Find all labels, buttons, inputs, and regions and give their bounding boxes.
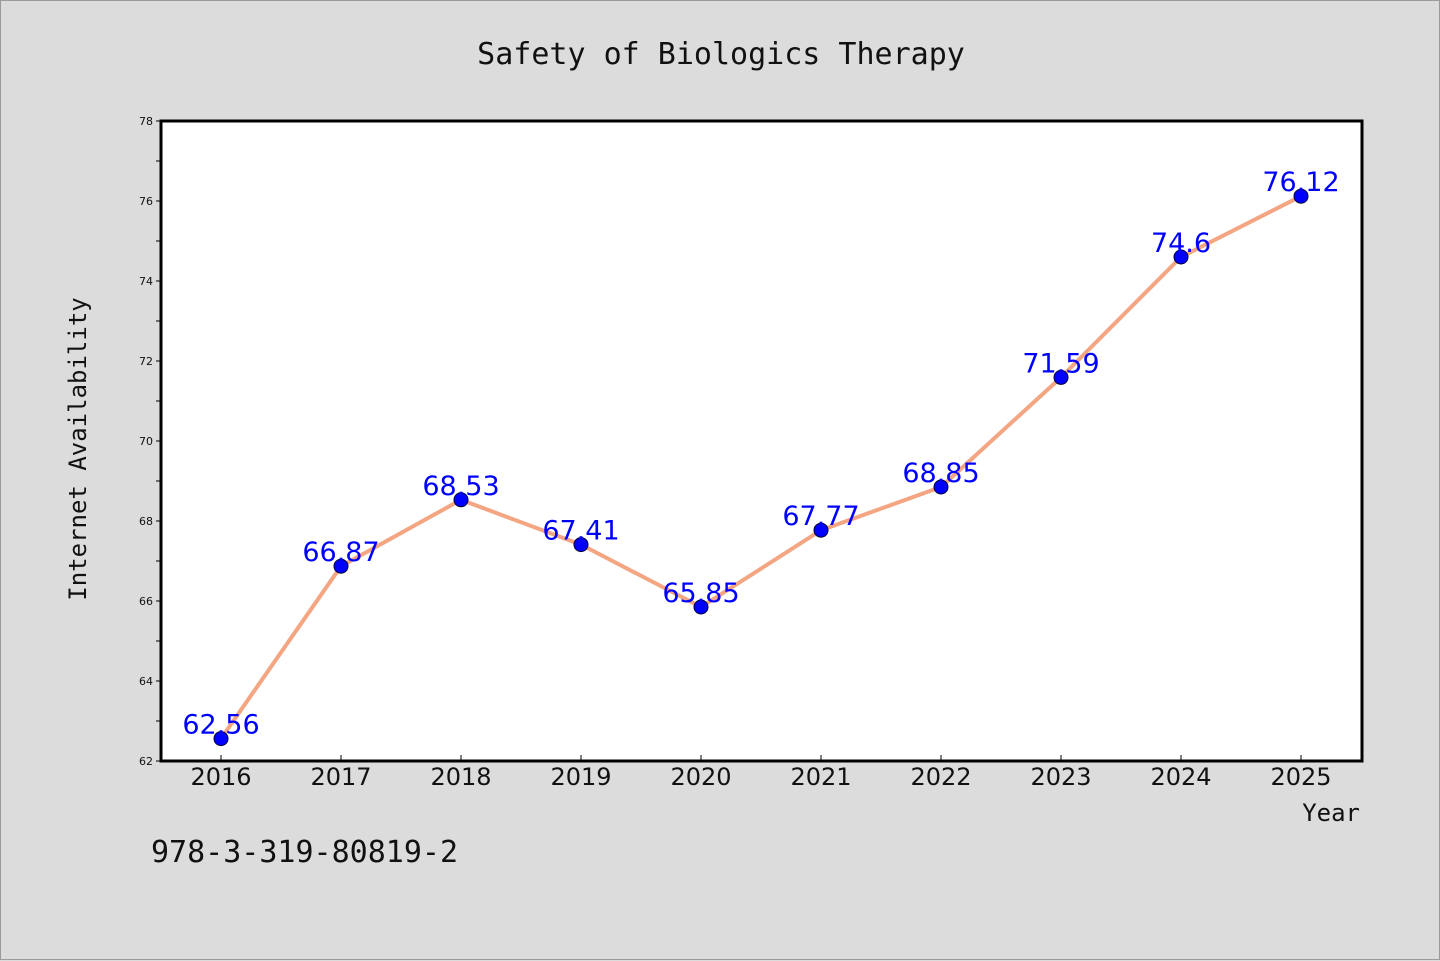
data-point bbox=[573, 537, 589, 553]
data-point bbox=[213, 731, 229, 747]
data-label: 71.59 bbox=[1022, 348, 1099, 379]
x-tick-label: 2016 bbox=[190, 763, 251, 791]
x-axis-ticks: 2016 2017 2018 2019 2020 2021 2022 2023 2024 2025 bbox=[190, 755, 1332, 791]
footer-code: 978-3-319-80819-2 bbox=[151, 835, 459, 870]
data-point bbox=[333, 558, 349, 574]
x-axis-title: Year bbox=[1302, 799, 1360, 827]
data-label: 74.6 bbox=[1151, 228, 1211, 259]
data-point bbox=[813, 522, 829, 538]
data-label: 68.53 bbox=[422, 471, 499, 502]
chart-title: Safety of Biologics Therapy bbox=[477, 37, 965, 72]
y-tick-label: 64 bbox=[139, 675, 153, 688]
data-label: 62.56 bbox=[182, 710, 259, 741]
data-label: 76.12 bbox=[1262, 167, 1339, 198]
data-point bbox=[453, 492, 469, 508]
y-tick-label: 72 bbox=[139, 355, 153, 368]
y-tick-label: 74 bbox=[139, 275, 153, 288]
y-tick-label: 76 bbox=[139, 195, 153, 208]
data-point bbox=[1293, 188, 1309, 204]
y-tick-label: 62 bbox=[139, 755, 153, 768]
x-tick-label: 2023 bbox=[1030, 763, 1091, 791]
data-labels-group: 62.56 66.87 68.53 67.41 65.85 67.77 68.85 71.59… bbox=[182, 167, 1339, 740]
x-tick-label: 2021 bbox=[790, 763, 851, 791]
data-label: 67.41 bbox=[542, 516, 619, 547]
y-tick-label: 78 bbox=[139, 115, 153, 128]
data-point bbox=[1053, 369, 1069, 385]
y-tick-label: 68 bbox=[139, 515, 153, 528]
data-point bbox=[933, 479, 949, 495]
series-line bbox=[219, 194, 1303, 741]
x-tick-label: 2024 bbox=[1150, 763, 1211, 791]
x-tick-label: 2018 bbox=[430, 763, 491, 791]
y-tick-label: 70 bbox=[139, 435, 153, 448]
data-label: 65.85 bbox=[662, 578, 739, 609]
x-tick-label: 2025 bbox=[1270, 763, 1331, 791]
data-point bbox=[1173, 249, 1189, 265]
plot-area bbox=[159, 119, 1364, 763]
y-tick-label: 66 bbox=[139, 595, 153, 608]
x-tick-label: 2022 bbox=[910, 763, 971, 791]
series-line-group bbox=[219, 194, 1303, 741]
data-label: 66.87 bbox=[302, 537, 379, 568]
x-tick-label: 2019 bbox=[550, 763, 611, 791]
data-point bbox=[693, 599, 709, 615]
x-tick-label: 2017 bbox=[310, 763, 371, 791]
y-axis-ticks: 62 64 66 68 70 72 74 76 78 bbox=[139, 115, 161, 768]
y-axis-title: Internet Availability bbox=[64, 297, 92, 600]
data-label: 68.85 bbox=[902, 458, 979, 489]
markers-group bbox=[213, 188, 1309, 747]
data-label: 67.77 bbox=[782, 501, 859, 532]
x-tick-label: 2020 bbox=[670, 763, 731, 791]
